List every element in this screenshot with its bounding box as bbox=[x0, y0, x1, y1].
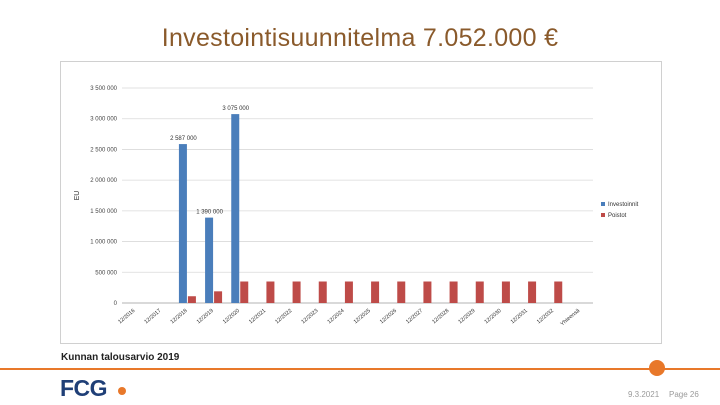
bar-investoinnit bbox=[205, 217, 214, 303]
bar-poistot bbox=[292, 281, 301, 303]
x-tick-label: 12/2020 bbox=[222, 308, 241, 325]
data-label: 1 390 000 bbox=[196, 210, 223, 216]
bar-poistot bbox=[240, 281, 249, 303]
footer-date: 9.3.2021 bbox=[628, 390, 660, 399]
y-tick-label: 3 000 000 bbox=[90, 117, 117, 123]
legend-label-poistot: Poistot bbox=[608, 213, 627, 219]
y-tick-label: 500 000 bbox=[95, 270, 117, 276]
bar-investoinnit bbox=[231, 114, 240, 303]
bar-poistot bbox=[528, 281, 537, 303]
x-tick-label: 12/2019 bbox=[196, 308, 215, 325]
x-tick-label: 12/2028 bbox=[431, 308, 450, 325]
x-tick-label: 12/2026 bbox=[379, 308, 398, 325]
x-tick-label: 12/2027 bbox=[405, 308, 424, 325]
bar-poistot bbox=[371, 281, 380, 303]
bar-poistot bbox=[449, 281, 458, 303]
chart-frame: 0 500 000 1 000 000 1 500 000 2 000 000 2 500… bbox=[60, 61, 662, 344]
y-tick-label: 3 500 000 bbox=[90, 86, 117, 92]
bar-poistot bbox=[501, 281, 510, 303]
x-tick-label: Yhteensä bbox=[560, 307, 582, 327]
y-axis-label: EU bbox=[74, 191, 81, 201]
logo-dot bbox=[118, 387, 126, 395]
x-tick-label: 12/2024 bbox=[327, 308, 346, 325]
bar-investoinnit bbox=[178, 144, 187, 303]
x-tick-label: 12/2023 bbox=[300, 308, 319, 325]
legend-swatch-investoinnit bbox=[601, 202, 605, 206]
slide-title: Investointisuunnitelma 7.052.000 € bbox=[161, 24, 559, 52]
page-number: Page 26 bbox=[669, 390, 699, 399]
y-tick-label: 1 500 000 bbox=[90, 209, 117, 215]
x-tick-label: 12/2021 bbox=[248, 308, 267, 325]
bar-poistot bbox=[214, 291, 223, 303]
footer-accent-dot bbox=[649, 360, 665, 376]
data-label: 3 075 000 bbox=[222, 106, 249, 112]
bar-chart: 0 500 000 1 000 000 1 500 000 2 000 000 2 500… bbox=[74, 86, 639, 327]
bar-poistot bbox=[423, 281, 432, 303]
x-tick-label: 12/2029 bbox=[457, 308, 476, 325]
y-tick-label: 1 000 000 bbox=[90, 240, 117, 246]
bar-poistot bbox=[397, 281, 406, 303]
x-tick-label: 12/2017 bbox=[143, 308, 162, 325]
footer-divider bbox=[0, 368, 720, 370]
x-tick-label: 12/2025 bbox=[353, 308, 372, 325]
y-tick-label: 2 000 000 bbox=[90, 178, 117, 184]
bar-poistot bbox=[187, 296, 196, 303]
bar-poistot bbox=[475, 281, 484, 303]
bar-poistot bbox=[344, 281, 353, 303]
x-tick-label: 12/2032 bbox=[536, 308, 555, 325]
bar-poistot bbox=[554, 281, 563, 303]
fcg-logo: FCG bbox=[60, 375, 108, 401]
y-tick-label: 2 500 000 bbox=[90, 147, 117, 153]
x-tick-label: 12/2031 bbox=[510, 308, 529, 325]
bar-poistot bbox=[318, 281, 327, 303]
source-caption: Kunnan talousarvio 2019 bbox=[61, 352, 180, 363]
x-tick-label: 12/2022 bbox=[274, 308, 293, 325]
bar-poistot bbox=[266, 281, 275, 303]
data-label: 2 587 000 bbox=[170, 136, 197, 142]
x-tick-label: 12/2030 bbox=[484, 308, 503, 325]
legend-label-investoinnit: Investoinnit bbox=[608, 202, 639, 208]
legend-swatch-poistot bbox=[601, 213, 605, 217]
x-tick-label: 12/2018 bbox=[170, 308, 189, 325]
y-tick-label: 0 bbox=[114, 301, 118, 307]
x-tick-label: 12/2016 bbox=[117, 308, 136, 325]
